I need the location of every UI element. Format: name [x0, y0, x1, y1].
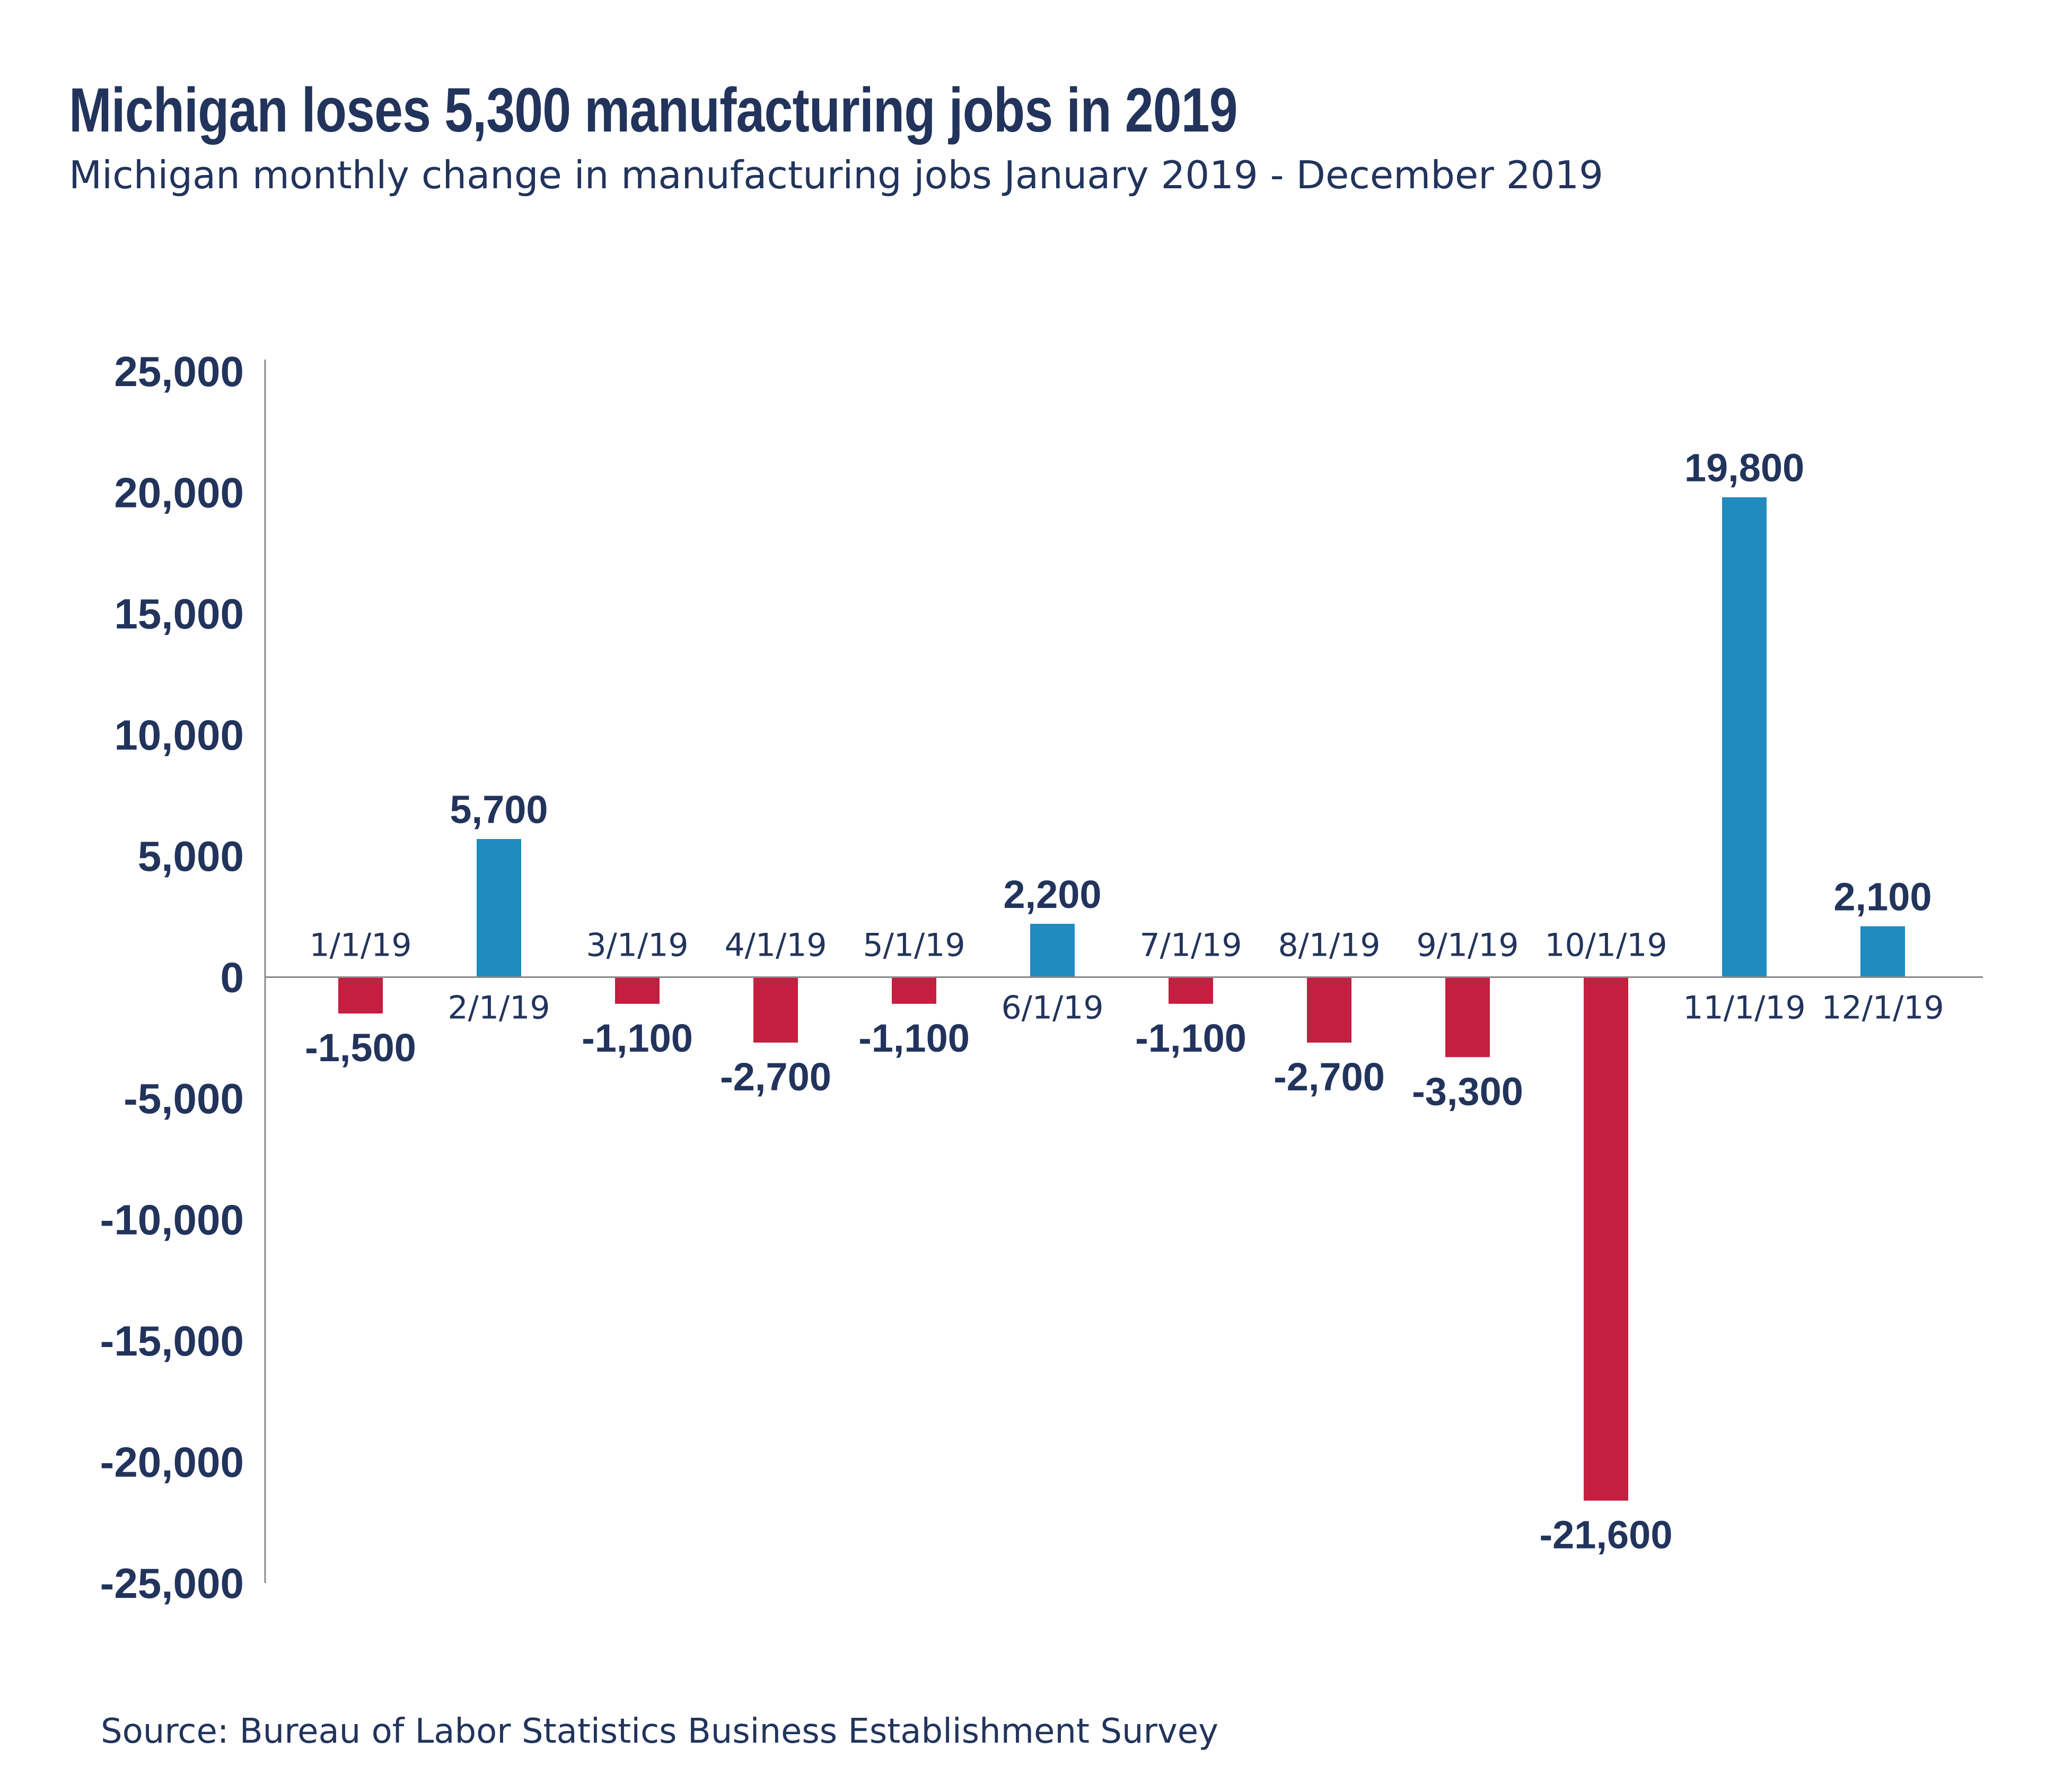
y-tick-label: -5,000: [124, 1075, 244, 1122]
data-label: -1,500: [305, 1026, 416, 1070]
y-tick-label: -20,000: [100, 1439, 244, 1486]
bar-11/1/19: [1722, 497, 1767, 977]
y-tick-label: -15,000: [100, 1317, 244, 1365]
category-label: 5/1/19: [863, 927, 965, 964]
bar-3/1/19: [615, 977, 660, 1004]
bar-4/1/19: [753, 977, 798, 1043]
source-note: Source: Bureau of Labor Statistics Busin…: [101, 1712, 1218, 1751]
data-label: -1,100: [582, 1016, 693, 1060]
bar-9/1/19: [1445, 977, 1490, 1057]
category-label: 11/1/19: [1683, 990, 1805, 1027]
bar-6/1/19: [1030, 923, 1075, 977]
data-label: 2,100: [1833, 875, 1931, 919]
y-tick-label: 5,000: [138, 833, 244, 880]
y-tick-label: -10,000: [100, 1196, 244, 1244]
category-label: 12/1/19: [1821, 990, 1944, 1027]
y-tick-label: -25,000: [100, 1560, 244, 1607]
data-label: 19,800: [1684, 446, 1804, 490]
bars-group: [338, 497, 1905, 1501]
bar-5/1/19: [892, 977, 936, 1004]
y-tick-label: 0: [221, 954, 244, 1001]
data-label: 5,700: [450, 788, 548, 832]
category-label: 10/1/19: [1544, 927, 1667, 964]
bar-12/1/19: [1860, 926, 1905, 977]
category-label: 6/1/19: [1001, 990, 1103, 1027]
category-label: 1/1/19: [309, 927, 411, 964]
data-label: -2,700: [1274, 1055, 1385, 1099]
data-label: 2,200: [1003, 872, 1101, 916]
axes-group: [264, 360, 1983, 1583]
category-label: 7/1/19: [1139, 927, 1242, 964]
category-label: 9/1/19: [1416, 927, 1518, 964]
bar-7/1/19: [1169, 977, 1213, 1004]
labels-group: 25,000 20,000 15,000 10,000 5,000 0 -5,000 -10,…: [100, 348, 1944, 1607]
category-label: 4/1/19: [724, 927, 827, 964]
bar-2/1/19: [477, 839, 521, 977]
category-label: 8/1/19: [1278, 927, 1380, 964]
data-label: -1,100: [1135, 1016, 1246, 1060]
bar-1/1/19: [338, 977, 383, 1014]
bar-8/1/19: [1307, 977, 1351, 1043]
data-label: -1,100: [858, 1016, 970, 1060]
y-tick-label: 15,000: [114, 590, 244, 637]
chart-title: Michigan loses 5,300 manufacturing jobs …: [69, 75, 1238, 145]
category-label: 3/1/19: [586, 927, 688, 964]
category-label: 2/1/19: [447, 990, 550, 1027]
data-label: -2,700: [720, 1055, 831, 1099]
chart-subtitle: Michigan monthly change in manufacturing…: [69, 153, 1603, 197]
data-label: -21,600: [1540, 1513, 1673, 1557]
y-tick-label: 20,000: [114, 469, 244, 517]
data-label: -3,300: [1412, 1069, 1523, 1113]
bar-10/1/19: [1584, 977, 1628, 1501]
y-tick-label: 10,000: [114, 712, 244, 759]
y-tick-label: 25,000: [114, 348, 244, 395]
